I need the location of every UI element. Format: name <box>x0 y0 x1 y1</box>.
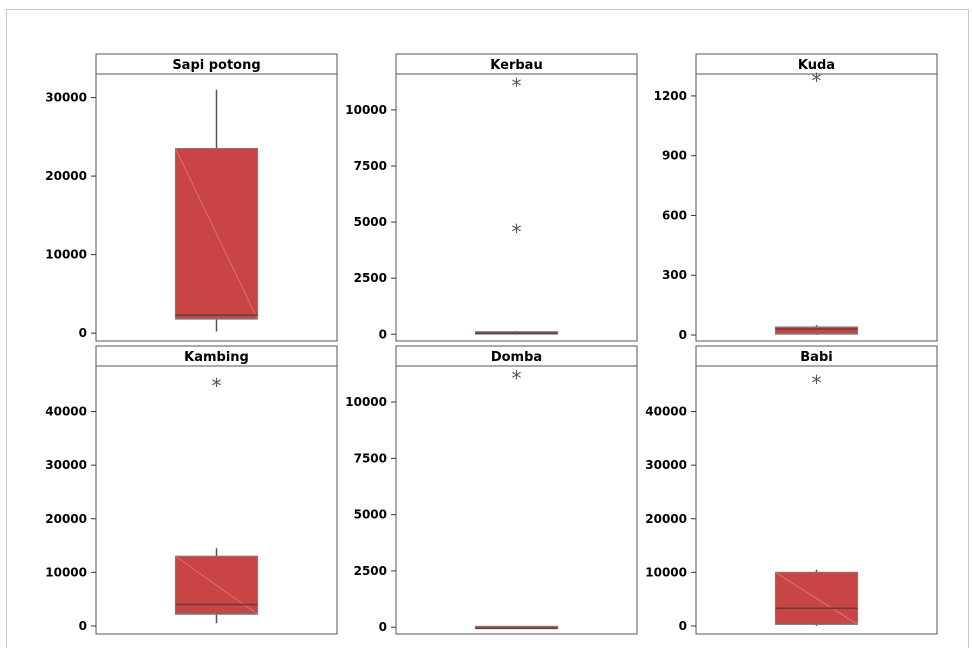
panel-plot-area-sapi-potong <box>95 73 338 342</box>
y-tick-label: 1200 <box>654 89 687 103</box>
outlier-point-domba: * <box>512 366 522 390</box>
y-tick-label: 20000 <box>45 512 87 526</box>
y-tick-label: 0 <box>79 326 87 340</box>
outlier-point-kuda: * <box>812 69 822 93</box>
y-tick-label: 20000 <box>45 169 87 183</box>
y-tick-label: 0 <box>679 619 687 633</box>
y-tick-label: 7500 <box>354 159 387 173</box>
y-tick-label: 2500 <box>354 564 387 578</box>
y-tick-label: 7500 <box>354 451 387 465</box>
panel-title-domba: Domba <box>491 350 542 365</box>
panel-title-babi: Babi <box>800 350 832 365</box>
panel-title-sapi-potong: Sapi potong <box>172 58 260 73</box>
y-tick-label: 0 <box>379 620 387 634</box>
y-tick-label: 5000 <box>354 215 387 229</box>
panel-plot-area-domba <box>395 365 638 635</box>
y-tick-label: 300 <box>662 268 687 282</box>
y-tick-label: 10000 <box>45 248 87 262</box>
y-tick-label: 30000 <box>645 458 687 472</box>
panel-plot-area-kuda <box>695 73 938 342</box>
outlier-point-kerbau: * <box>512 220 522 244</box>
y-tick-label: 40000 <box>645 405 687 419</box>
y-tick-label: 5000 <box>354 508 387 522</box>
panel-title-kambing: Kambing <box>184 350 249 365</box>
y-tick-label: 10000 <box>645 565 687 579</box>
y-tick-label: 10000 <box>345 395 387 409</box>
box-diagonal-sapi-potong <box>175 148 258 320</box>
panel-plot-area-babi <box>695 365 938 635</box>
y-tick-label: 900 <box>662 149 687 163</box>
y-tick-label: 20000 <box>645 512 687 526</box>
box-kuda <box>774 326 859 335</box>
panel-title-kuda: Kuda <box>798 58 835 73</box>
panel-plot-area-kambing <box>95 365 338 635</box>
y-tick-label: 40000 <box>45 405 87 419</box>
chart-frame <box>6 9 969 648</box>
panel-plot-area-kerbau <box>395 73 638 342</box>
outlier-point-babi: * <box>812 371 822 395</box>
y-tick-label: 0 <box>379 327 387 341</box>
chart-frame-left-edge <box>6 9 7 648</box>
y-tick-label: 600 <box>662 208 687 222</box>
y-tick-label: 0 <box>79 619 87 633</box>
panel-title-kerbau: Kerbau <box>490 58 542 73</box>
box-diagonal-babi <box>775 572 858 625</box>
outlier-point-kerbau: * <box>512 74 522 98</box>
y-tick-label: 2500 <box>354 271 387 285</box>
y-tick-label: 10000 <box>345 103 387 117</box>
y-tick-label: 30000 <box>45 458 87 472</box>
y-tick-label: 0 <box>679 328 687 342</box>
y-tick-label: 30000 <box>45 91 87 105</box>
outlier-point-kambing: * <box>212 374 222 398</box>
y-tick-label: 10000 <box>45 565 87 579</box>
